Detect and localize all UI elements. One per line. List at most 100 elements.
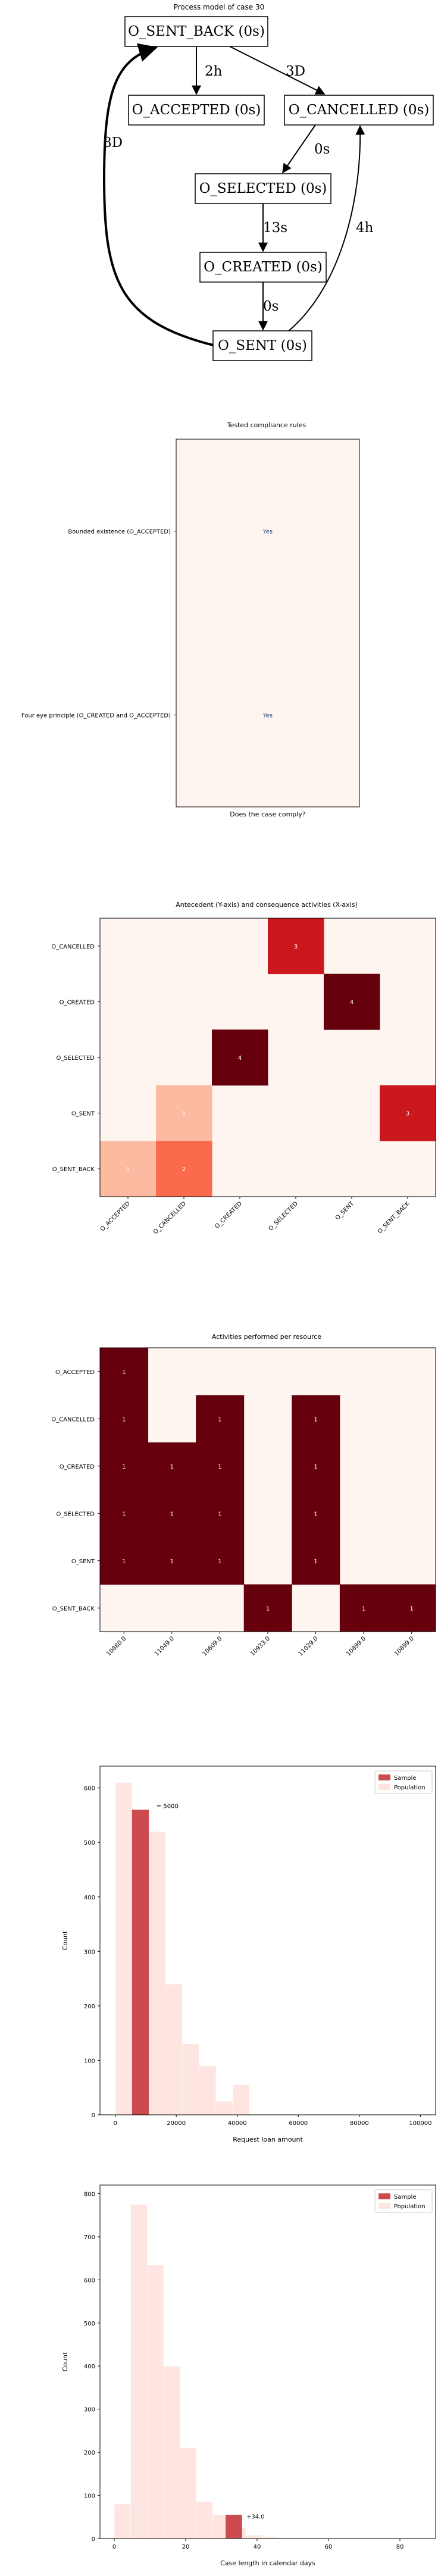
y-tick-label: O_CREATED: [60, 1464, 95, 1470]
antecedent-heatmap: Antecedent (Y-axis) and consequence acti…: [51, 901, 436, 1235]
heatmap-cell: [100, 1395, 149, 1443]
x-tick-label: 10609.0: [202, 1635, 224, 1657]
y-tick-label: O_SENT: [71, 1558, 95, 1565]
heatmap-cell: [212, 1029, 268, 1086]
node-sent: O_SENT (0s): [212, 330, 312, 361]
y-tick-label: 300: [84, 1949, 95, 1955]
cell-value: 1: [170, 1464, 174, 1470]
heatmap-cell: [196, 1395, 245, 1443]
population-bar: [114, 2503, 131, 2539]
y-tick-label: 0: [92, 2112, 95, 2119]
x-tick-label: 11029.0: [298, 1635, 320, 1657]
heatmap-cell: [292, 1489, 340, 1538]
x-tick-label: 11049.0: [154, 1635, 176, 1657]
heatmap-cell: [196, 1442, 245, 1490]
y-axis-label: Count: [61, 2352, 69, 2371]
edge-sent-sentback: [102, 43, 214, 346]
legend-swatch-population: [378, 2203, 390, 2209]
population-bar: [180, 2447, 197, 2539]
cell-value: 3: [406, 1111, 409, 1118]
y-axis-label: Count: [61, 1930, 69, 1950]
heatmap-cell: [100, 1442, 149, 1490]
heatmap-cell: [196, 1537, 245, 1585]
cell-value: 1: [314, 1416, 317, 1423]
plot-frame: [99, 1766, 436, 2115]
heatmap-cell: [100, 1489, 149, 1538]
heatmap-cell: [292, 1442, 340, 1490]
y-tick-label: 200: [84, 2450, 95, 2456]
edge-label: 0s: [314, 142, 330, 157]
x-tick-label: 10899.0: [393, 1635, 415, 1657]
heatmap-cell: [148, 1489, 196, 1538]
x-tick-label: 60000: [289, 2120, 308, 2127]
node-label: O_ACCEPTED (0s): [132, 102, 261, 118]
plot-frame: [99, 2184, 436, 2539]
y-tick-label: 200: [84, 2004, 95, 2010]
compliance-value: Yes: [262, 529, 273, 536]
y-tick-label: O_SELECTED: [56, 1511, 95, 1517]
cell-value: 1: [122, 1464, 126, 1470]
cell-value: 4: [238, 1055, 242, 1062]
antecedent-title: Antecedent (Y-axis) and consequence acti…: [176, 901, 358, 909]
cell-value: 1: [314, 1511, 317, 1517]
y-tick-label: O_ACCEPTED: [55, 1369, 95, 1376]
y-tick-label: 100: [84, 2493, 95, 2500]
x-tick-label: 40: [254, 2544, 261, 2550]
y-tick-label: 700: [84, 2234, 95, 2241]
y-tick-label: 500: [84, 1840, 95, 1846]
compliance-value: Yes: [262, 713, 273, 719]
heatmap-cell: [324, 974, 380, 1030]
x-tick-label: 40000: [228, 2120, 247, 2127]
population-bar: [148, 1831, 166, 2115]
x-axis-label: Request loan amount: [233, 2136, 303, 2143]
heatmap-cell: [243, 1584, 292, 1632]
heatmap-cell: [292, 1537, 340, 1585]
x-tick-label: O_CANCELLED: [152, 1200, 187, 1235]
process-model-title: Process model of case 30: [174, 3, 265, 11]
x-tick-label: O_CREATED: [214, 1200, 243, 1230]
cell-value: 1: [218, 1558, 221, 1565]
cell-value: 1: [314, 1558, 317, 1565]
x-tick-label: O_SELECTED: [268, 1200, 300, 1232]
legend-swatch-population: [378, 1784, 390, 1790]
population-bar: [196, 2502, 213, 2539]
heatmap-cell: [292, 1395, 340, 1443]
heatmap-cell: [148, 1537, 196, 1585]
heatmap-cell: [156, 1085, 212, 1141]
y-tick-label: 100: [84, 2058, 95, 2064]
legend-label-sample: Sample: [394, 1775, 417, 1782]
x-tick-label: O_ACCEPTED: [99, 1200, 132, 1233]
population-bar: [130, 2204, 148, 2539]
node-cancelled: O_CANCELLED (0s): [284, 95, 434, 126]
cell-value: 1: [122, 1369, 126, 1376]
edge-label: 8D: [103, 135, 123, 151]
cell-value: 1: [170, 1558, 174, 1565]
y-tick-label: 0: [92, 2536, 95, 2543]
cell-value: 1: [314, 1464, 317, 1470]
cell-value: 1: [410, 1605, 414, 1612]
legend-label-population: Population: [394, 2203, 426, 2210]
edge-label: 3D: [286, 64, 305, 79]
cell-value: 1: [218, 1464, 221, 1470]
y-tick-label: 600: [84, 1786, 95, 1792]
x-tick-label: 20: [182, 2544, 190, 2550]
heatmap-cell: [100, 1537, 149, 1585]
heatmap-cell: [268, 918, 324, 975]
y-tick-label: O_SENT_BACK: [52, 1605, 95, 1612]
rule-label: Bounded existence (O_ACCEPTED): [68, 529, 171, 536]
sample-bar: [132, 1810, 149, 2115]
loan-amount-histogram: 0 20000 40000 60000 80000 100000 0 100 200 300 400…: [61, 1766, 436, 2143]
x-tick-label: O_SENT_BACK: [377, 1200, 411, 1235]
cell-value: 4: [350, 999, 353, 1006]
y-tick-label: 800: [84, 2191, 95, 2198]
compliance-plot-area: [176, 439, 360, 807]
edge-label: 4h: [356, 220, 374, 236]
y-tick-label: 400: [84, 2364, 95, 2370]
population-bar: [182, 2043, 199, 2115]
cell-value: 1: [122, 1558, 126, 1565]
x-tick-label: 60: [325, 2544, 333, 2550]
edge-label: 13s: [263, 220, 287, 236]
rule-label: Four eye principle (O_CREATED and O_ACCE…: [21, 713, 171, 719]
population-bar: [215, 2101, 233, 2115]
